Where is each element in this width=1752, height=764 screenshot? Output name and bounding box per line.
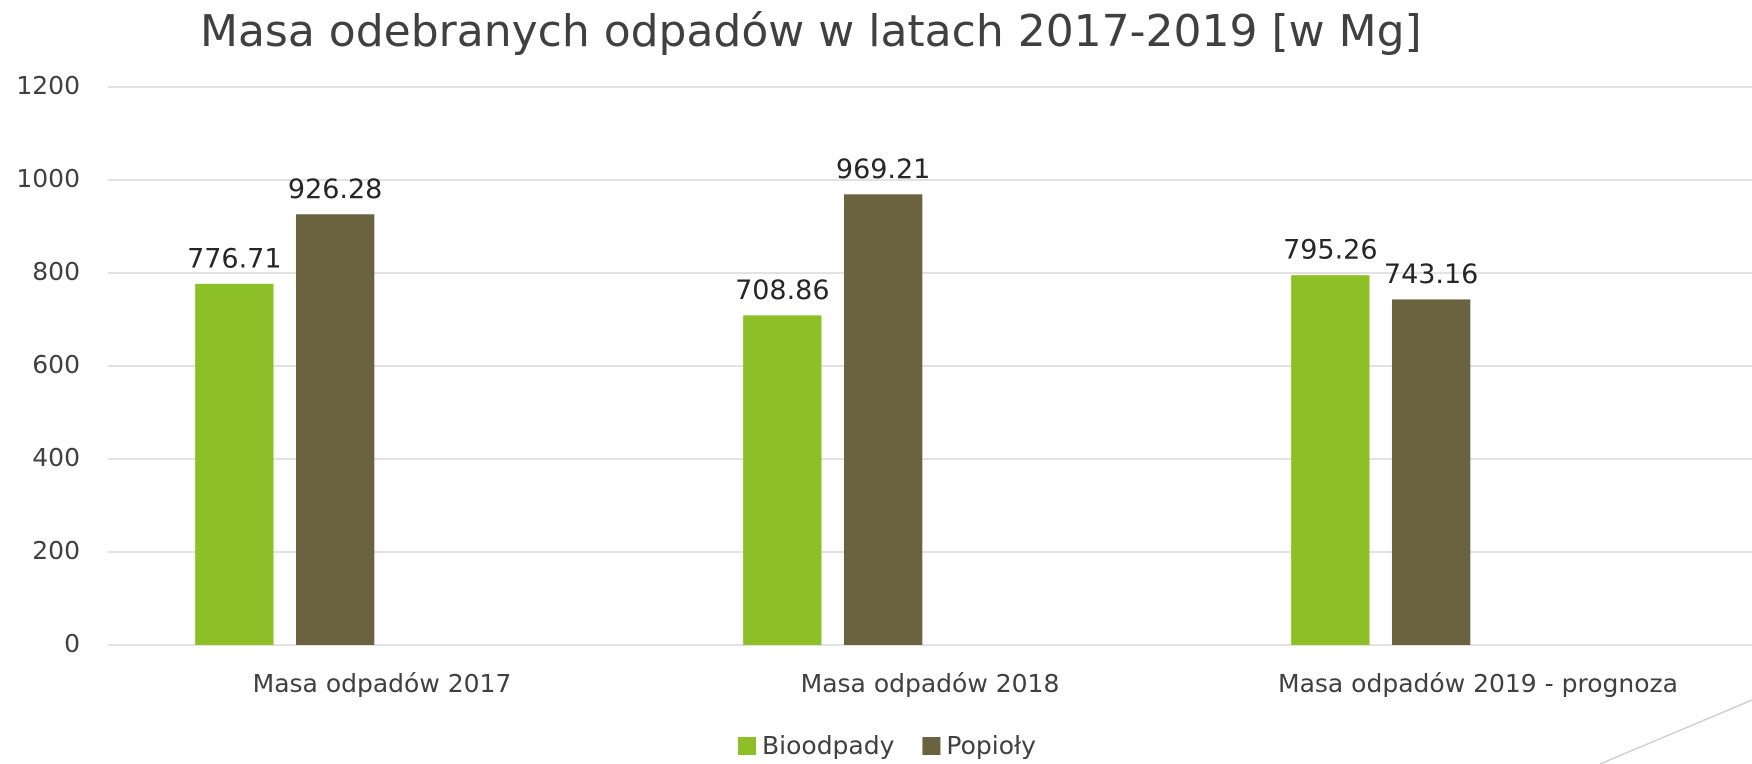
y-tick-label: 400 xyxy=(32,443,80,472)
data-label: 926.28 xyxy=(288,174,382,205)
bar xyxy=(195,283,274,645)
bar xyxy=(743,315,822,645)
y-tick-label: 600 xyxy=(32,350,80,379)
y-tick-label: 1200 xyxy=(16,71,80,100)
y-tick-label: 0 xyxy=(64,629,80,658)
data-label: 795.26 xyxy=(1283,235,1377,266)
y-tick-label: 200 xyxy=(32,536,80,565)
data-label: 776.71 xyxy=(187,243,281,274)
legend-swatch xyxy=(922,737,941,755)
bar xyxy=(1291,275,1370,645)
legend-label: Popioły xyxy=(946,731,1036,760)
y-tick-label: 800 xyxy=(32,257,80,286)
legend-swatch xyxy=(738,737,756,755)
bar xyxy=(843,194,923,645)
decoration xyxy=(1599,699,1752,764)
legend-label: Bioodpady xyxy=(762,731,895,760)
x-tick-label: Masa odpadów 2018 xyxy=(801,669,1060,698)
data-label: 969.21 xyxy=(836,154,930,185)
bar xyxy=(295,214,375,646)
x-tick-label: Masa odpadów 2017 xyxy=(253,669,512,698)
bar xyxy=(1391,299,1471,645)
data-label: 743.16 xyxy=(1384,259,1478,290)
data-label: 708.86 xyxy=(735,275,829,306)
chart-title: Masa odebranych odpadów w latach 2017-20… xyxy=(200,6,1422,57)
y-tick-label: 1000 xyxy=(16,164,80,193)
x-tick-label: Masa odpadów 2019 - prognoza xyxy=(1278,669,1678,698)
